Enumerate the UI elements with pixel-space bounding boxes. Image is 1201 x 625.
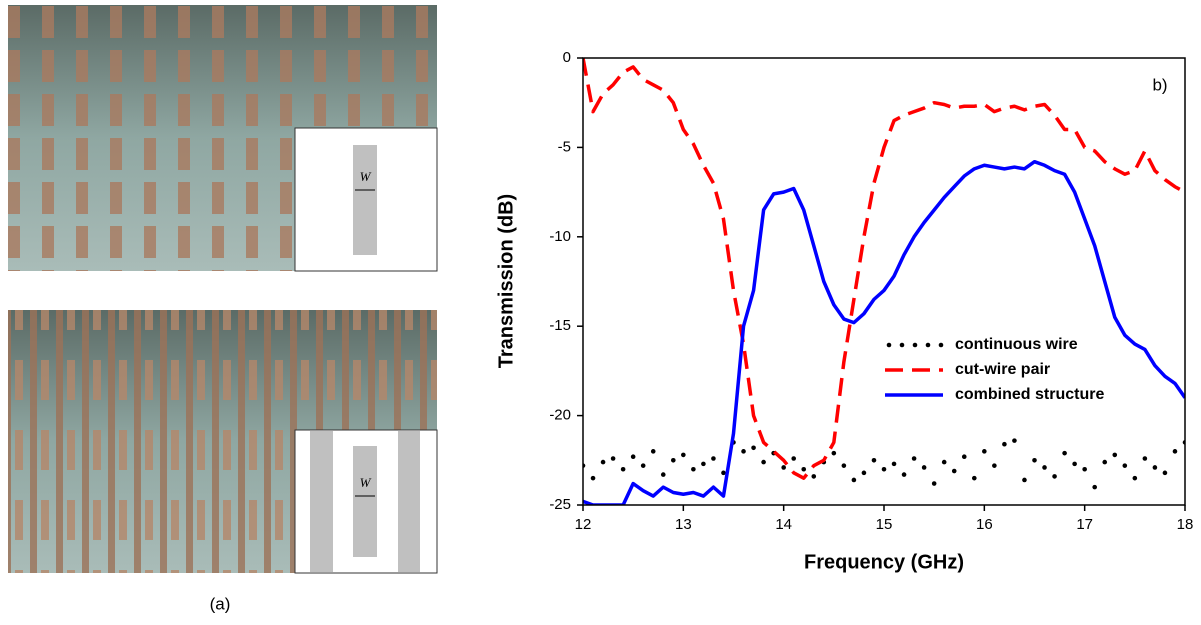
inset-label: W [360,169,372,184]
data-line [583,58,1185,480]
data-dot [1162,470,1168,476]
data-dot [831,450,837,456]
data-dot [650,449,656,454]
data-dot [590,475,596,481]
data-dot [871,458,877,463]
legend-marker [899,342,905,348]
inset-label: W [360,475,372,490]
x-tick-label: 18 [1177,516,1194,533]
data-dot [711,456,716,461]
data-dot [681,452,686,458]
legend-marker [912,342,918,348]
x-axis-title: Frequency (GHz) [804,551,964,573]
data-dot [1132,475,1138,481]
data-dot [961,454,967,460]
data-dot [640,463,646,468]
data-dot [1112,452,1118,458]
legend-marker [886,342,892,348]
x-tick-label: 12 [575,516,592,533]
data-dot [801,466,807,472]
data-dot [1092,484,1097,490]
panel-label: b) [1152,75,1167,94]
data-dot [1022,477,1027,483]
data-dot [881,466,887,472]
data-dot [911,456,917,461]
data-dot [1172,449,1178,454]
x-tick-label: 13 [675,516,692,533]
y-tick-label: -15 [549,317,571,334]
x-tick-label: 15 [876,516,893,533]
inset-wire [310,431,333,572]
data-dot [660,472,666,477]
data-dot [1072,461,1077,467]
data-dot [791,456,796,461]
data-dot [741,449,746,454]
data-dot [972,475,977,481]
data-dot [1002,441,1007,447]
y-tick-label: 0 [563,49,571,66]
legend-label: cut-wire pair [955,361,1050,378]
panel-caption: (a) [210,594,231,613]
data-dot [921,465,927,470]
data-dot [941,459,947,465]
data-dot [861,470,867,476]
inset-wire [398,431,420,572]
data-dot [951,468,957,474]
data-dot [891,461,897,467]
legend-marker [938,342,944,348]
data-dot [691,466,696,472]
data-dot [671,458,676,463]
legend-label: continuous wire [955,336,1078,353]
y-tick-label: -5 [558,138,571,155]
data-dot [1052,474,1057,479]
y-tick-label: -25 [549,496,571,513]
plot-frame [582,57,1186,506]
legend-label: combined structure [955,386,1104,403]
data-dot [1082,466,1087,472]
data-dot [841,463,847,468]
data-dot [851,477,857,483]
x-tick-label: 14 [775,516,792,533]
y-tick-label: -20 [549,407,571,424]
data-dot [751,445,756,451]
y-tick-label: -10 [549,228,571,245]
data-dot [901,472,907,477]
data-dot [1042,465,1047,470]
data-dot [630,454,636,460]
data-dot [1062,450,1067,456]
data-dot [1142,456,1148,461]
y-axis-title: Transmission (dB) [495,194,517,368]
legend-marker [925,342,931,348]
data-dot [1122,463,1128,468]
data-dot [610,456,616,461]
data-dot [701,461,706,467]
data-dot [620,466,626,472]
data-line [583,159,1185,505]
data-dot [982,449,987,454]
data-dot [811,474,817,479]
data-dot [1102,459,1108,465]
data-dot [992,463,997,468]
data-dot [1152,465,1158,470]
data-dot [1012,438,1017,443]
inset-wire [353,446,377,557]
plot-area [583,58,1185,505]
x-tick-label: 17 [1076,516,1093,533]
data-dot [761,459,766,465]
data-dot [781,465,786,470]
x-tick-label: 16 [976,516,993,533]
data-dot [721,470,726,476]
data-dot [1032,458,1037,463]
inset-wire [353,145,377,255]
data-dot [600,459,606,465]
data-dot [931,481,937,486]
